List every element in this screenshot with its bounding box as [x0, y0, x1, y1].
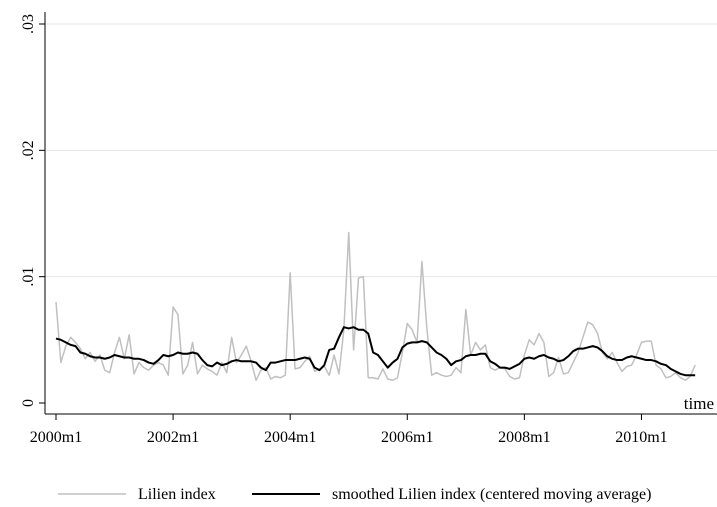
- axes: [44, 12, 717, 415]
- legend-label-smoothed: smoothed Lilien index (centered moving a…: [332, 486, 651, 503]
- series-lines: [55, 231, 696, 382]
- y-tick-label-1: .01: [20, 267, 37, 287]
- legend-label-lilien: Lilien index: [138, 486, 216, 503]
- y-tick-label-3: .03: [20, 14, 37, 34]
- y-tick-label-2: .02: [20, 140, 37, 160]
- x-tick-label-5: 2010m1: [615, 429, 667, 446]
- grid-lines: [45, 23, 717, 278]
- x-tick-label-0: 2000m1: [30, 429, 82, 446]
- x-tick-label-2: 2004m1: [264, 429, 316, 446]
- series-line-lilien: [55, 231, 696, 382]
- y-tick-label-0: 0: [20, 399, 37, 407]
- x-tick-label-3: 2006m1: [381, 429, 433, 446]
- x-tick-label-1: 2002m1: [147, 429, 199, 446]
- x-axis-title: time: [684, 394, 714, 413]
- x-tick-label-4: 2008m1: [498, 429, 550, 446]
- x-ticks: 2000m1 2002m1 2004m1 2006m1 2008m1 2010m1: [30, 414, 668, 446]
- y-ticks: 0 .01 .02 .03: [20, 14, 45, 407]
- legend: Lilien index smoothed Lilien index (cent…: [58, 486, 651, 503]
- series-line-smoothed: [55, 326, 696, 377]
